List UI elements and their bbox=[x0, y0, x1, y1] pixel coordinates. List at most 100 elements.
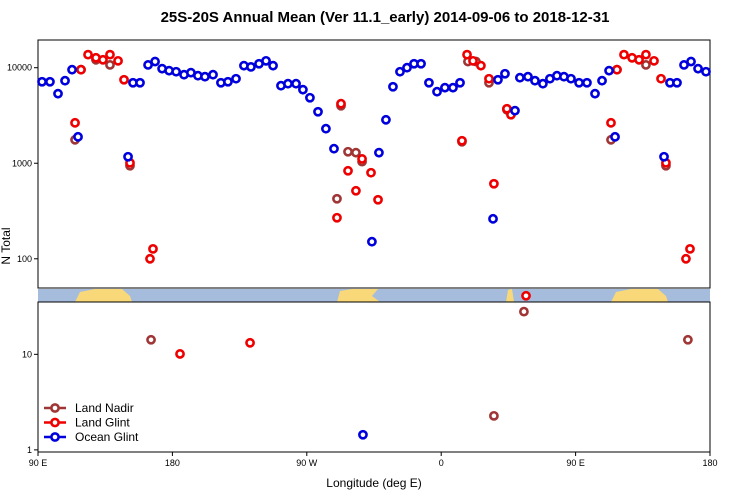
point bbox=[500, 68, 510, 79]
legend-marker bbox=[50, 432, 60, 442]
y-tick-label: 100 bbox=[17, 254, 32, 264]
x-tick-label: 90 E bbox=[29, 458, 48, 468]
point bbox=[135, 77, 145, 88]
point bbox=[521, 290, 531, 301]
point bbox=[590, 88, 600, 99]
point bbox=[67, 64, 77, 75]
point bbox=[321, 123, 331, 134]
point bbox=[457, 135, 467, 146]
point bbox=[374, 147, 384, 158]
point bbox=[200, 71, 210, 82]
point bbox=[523, 71, 533, 82]
point bbox=[171, 66, 182, 77]
point bbox=[510, 105, 520, 116]
point bbox=[693, 63, 703, 74]
y-tick-label: 10 bbox=[22, 349, 32, 359]
point bbox=[291, 78, 301, 89]
point bbox=[537, 78, 548, 89]
x-tick-label: 180 bbox=[165, 458, 180, 468]
point bbox=[701, 66, 711, 77]
point bbox=[245, 337, 255, 348]
point bbox=[105, 49, 115, 60]
point bbox=[268, 60, 278, 71]
point bbox=[231, 73, 241, 84]
point bbox=[329, 143, 339, 154]
land-strip bbox=[75, 289, 132, 302]
y-tick-label: 1000 bbox=[12, 158, 32, 168]
x-tick-label: 90 W bbox=[296, 458, 318, 468]
point bbox=[641, 60, 651, 70]
point bbox=[358, 429, 368, 440]
point bbox=[641, 49, 651, 60]
point bbox=[566, 73, 576, 84]
point bbox=[208, 69, 218, 80]
point bbox=[619, 49, 629, 60]
point bbox=[76, 64, 86, 75]
point bbox=[656, 73, 666, 84]
point bbox=[574, 77, 584, 88]
surface-strip bbox=[38, 289, 710, 302]
point bbox=[343, 165, 353, 176]
point bbox=[305, 92, 315, 103]
land-strip bbox=[337, 289, 380, 302]
point bbox=[476, 60, 486, 71]
point bbox=[681, 253, 691, 264]
point bbox=[604, 65, 614, 76]
point bbox=[105, 60, 115, 70]
point bbox=[175, 349, 185, 359]
point bbox=[298, 84, 308, 95]
point bbox=[455, 77, 465, 88]
point bbox=[60, 75, 70, 86]
legend-label: Land Glint bbox=[75, 416, 130, 430]
point bbox=[488, 213, 498, 224]
point bbox=[514, 72, 525, 83]
point bbox=[448, 82, 458, 93]
point bbox=[582, 77, 592, 88]
point bbox=[332, 212, 342, 223]
point bbox=[343, 146, 353, 157]
point bbox=[123, 151, 133, 162]
point bbox=[489, 410, 499, 421]
point bbox=[336, 98, 346, 109]
point bbox=[424, 77, 434, 88]
point bbox=[367, 236, 377, 247]
ocean-strip bbox=[38, 289, 710, 302]
legend-marker bbox=[50, 417, 60, 428]
point bbox=[682, 334, 693, 345]
series bbox=[37, 55, 711, 440]
point bbox=[145, 253, 155, 264]
land-strip bbox=[506, 289, 514, 302]
point bbox=[366, 167, 376, 178]
point bbox=[37, 76, 47, 87]
point bbox=[440, 82, 450, 93]
point bbox=[146, 334, 156, 345]
point bbox=[70, 117, 80, 128]
x-tick-label: 0 bbox=[439, 458, 444, 468]
point bbox=[357, 154, 367, 164]
point bbox=[597, 75, 607, 86]
point bbox=[351, 185, 361, 196]
point bbox=[610, 131, 620, 142]
point bbox=[634, 54, 644, 65]
point bbox=[519, 306, 529, 317]
point bbox=[672, 77, 682, 88]
x-axis-label: Longitude (deg E) bbox=[326, 476, 421, 490]
point bbox=[402, 62, 412, 73]
point bbox=[388, 81, 398, 92]
point bbox=[351, 147, 361, 158]
point bbox=[332, 193, 342, 204]
point bbox=[261, 55, 271, 66]
legend-label: Ocean Glint bbox=[75, 430, 139, 444]
point bbox=[73, 131, 83, 142]
y-axis-label: N Total bbox=[0, 227, 13, 264]
x-tick-label: 180 bbox=[702, 458, 717, 468]
point bbox=[83, 49, 93, 60]
x-tick-label: 90 E bbox=[566, 458, 585, 468]
point bbox=[98, 54, 108, 65]
point bbox=[246, 61, 256, 72]
upper-frame bbox=[37, 39, 711, 289]
point bbox=[493, 74, 503, 85]
point bbox=[530, 75, 540, 86]
point bbox=[432, 86, 442, 97]
